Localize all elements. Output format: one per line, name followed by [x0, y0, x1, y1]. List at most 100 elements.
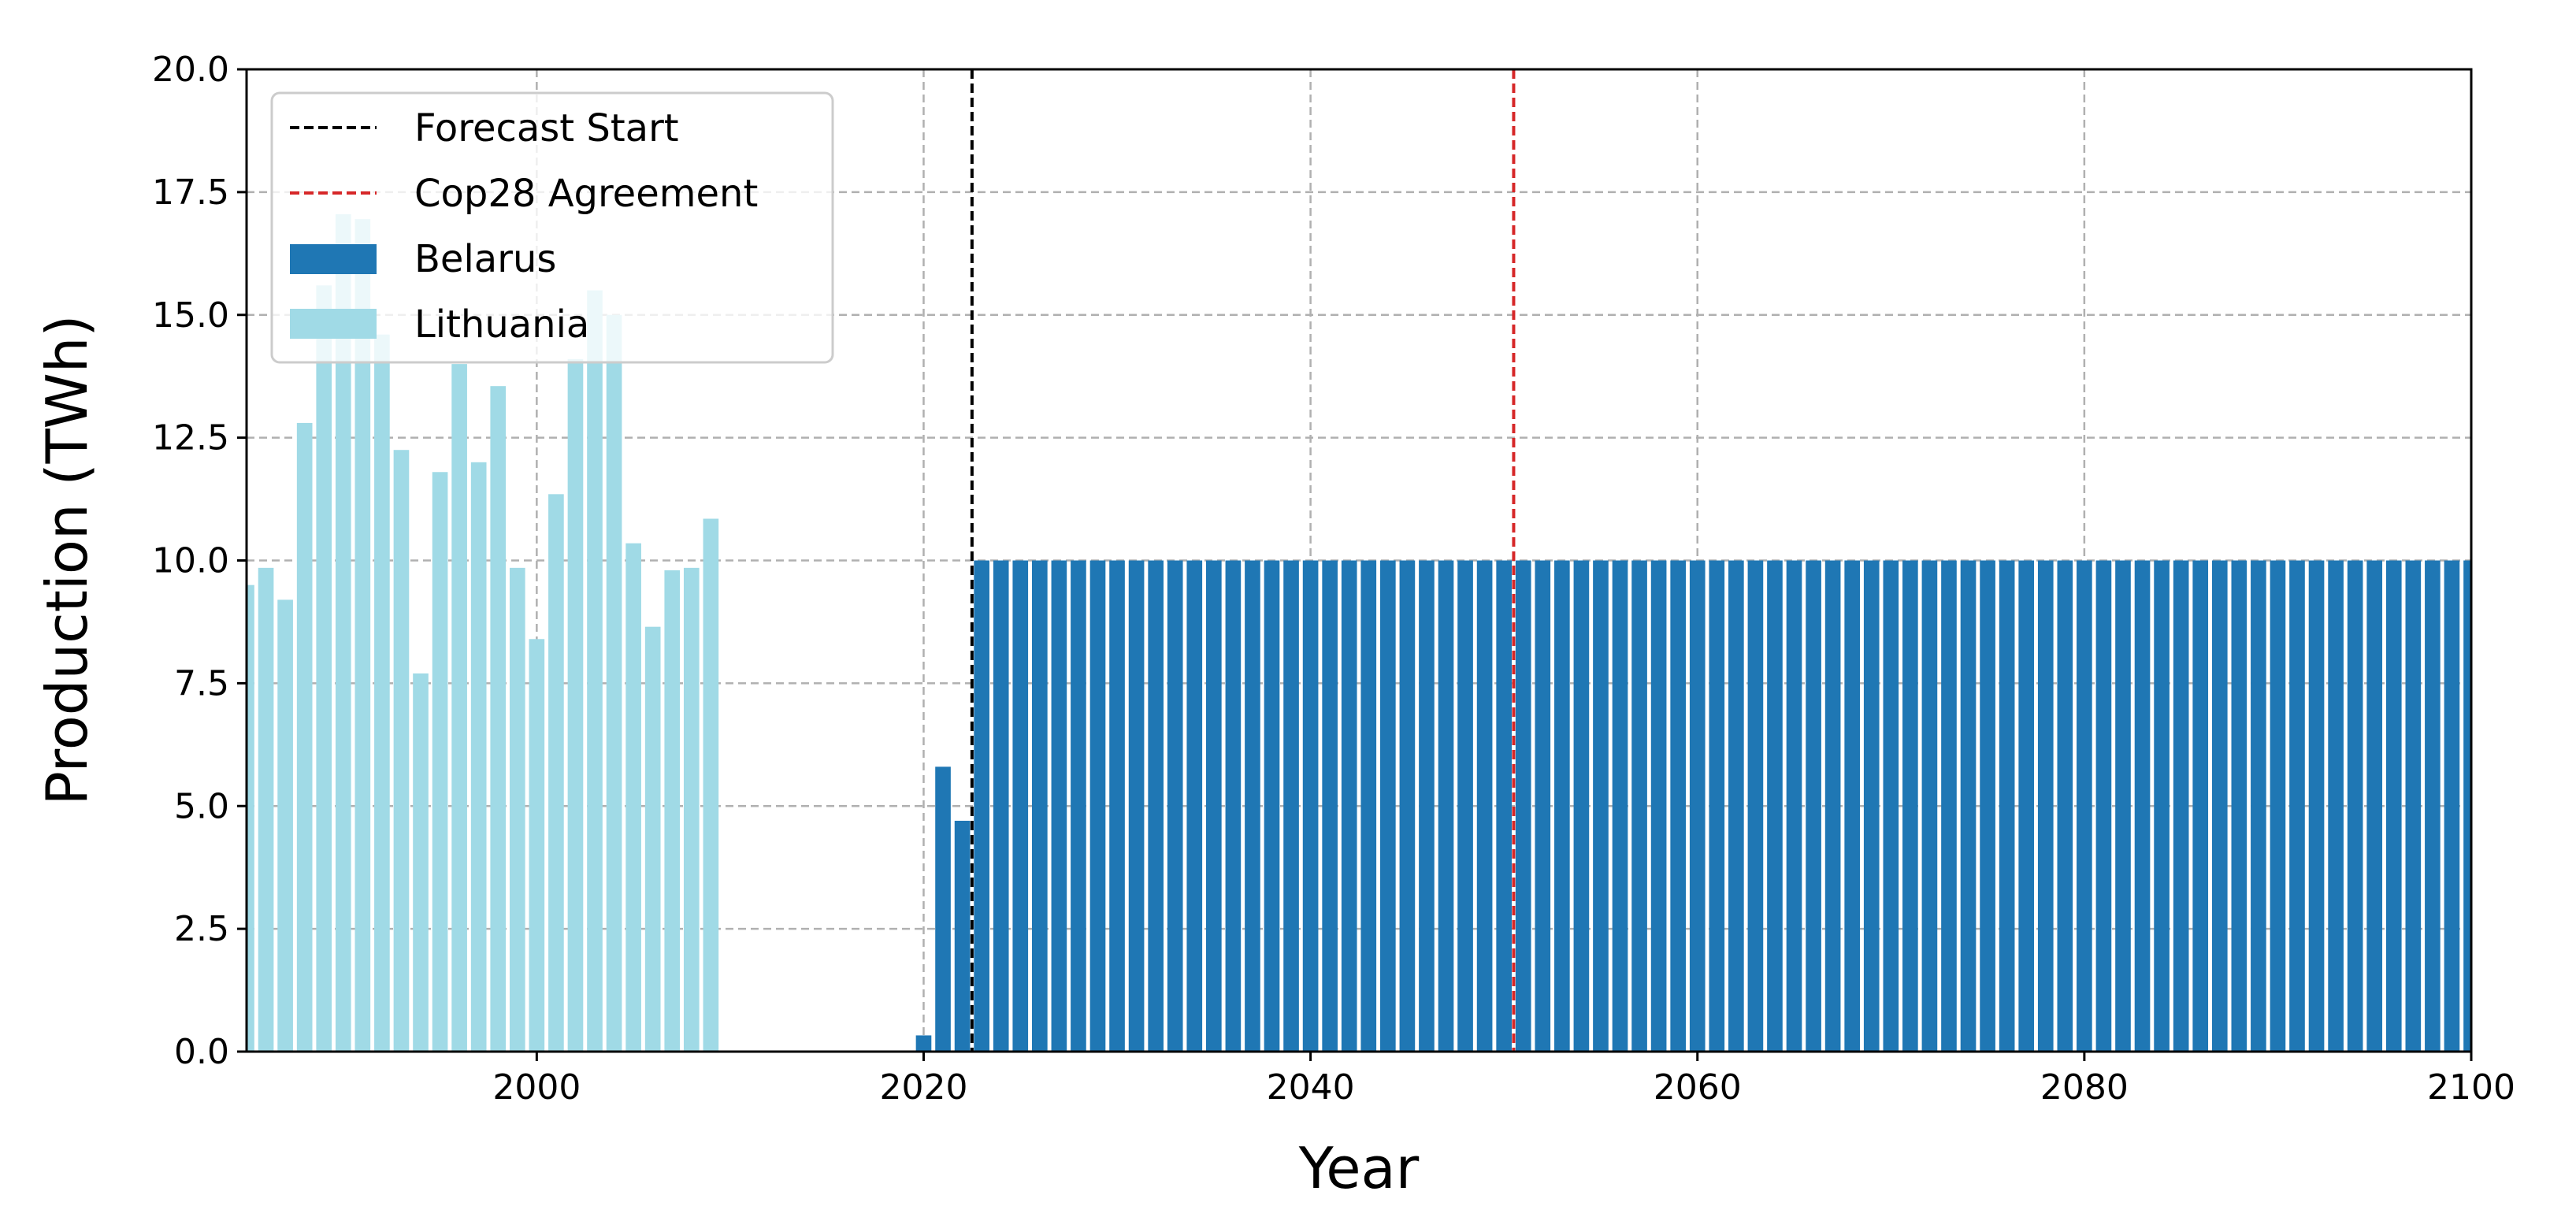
legend-label-forecast-start: Forecast Start: [414, 106, 679, 150]
bar-belarus-2080: [2077, 560, 2092, 1052]
bar-lithuania-2002: [567, 358, 584, 1052]
bar-belarus-2090: [2270, 560, 2286, 1052]
bar-belarus-2077: [2018, 560, 2035, 1052]
bar-belarus-2072: [1921, 560, 1938, 1052]
bar-lithuania-2000: [529, 639, 545, 1052]
bar-lithuania-2003: [587, 290, 603, 1052]
bar-lithuania-1991: [354, 219, 371, 1052]
legend: Forecast Start Cop28 Agreement Belarus L…: [270, 91, 834, 364]
bar-belarus-2069: [1863, 560, 1880, 1052]
bar-belarus-2026: [1031, 560, 1048, 1052]
bar-belarus-2099: [2444, 560, 2460, 1052]
bar-belarus-2073: [1941, 560, 1957, 1052]
bar-belarus-2065: [1786, 560, 1802, 1052]
bar-belarus-2093: [2328, 560, 2344, 1052]
bar-lithuania-1994: [413, 673, 429, 1052]
legend-swatch-lithuania: [290, 309, 377, 339]
y-tick-label-8: 20.0: [152, 50, 229, 90]
bar-belarus-2087: [2211, 560, 2228, 1052]
bar-belarus-2038: [1264, 560, 1280, 1052]
bar-belarus-2097: [2405, 560, 2422, 1052]
bar-belarus-2079: [2057, 560, 2073, 1052]
bar-lithuania-2008: [683, 567, 700, 1052]
bar-belarus-2061: [1709, 560, 1725, 1052]
series-lithuania-bars: [247, 213, 719, 1052]
bar-lithuania-2009: [703, 518, 719, 1052]
legend-label-belarus: Belarus: [414, 237, 556, 281]
bar-lithuania-2004: [606, 314, 622, 1052]
y-tick-label-4: 10.0: [152, 541, 229, 581]
bar-belarus-2032: [1148, 560, 1164, 1052]
y-tick-label-2: 5.0: [174, 786, 229, 826]
bar-lithuania-2001: [548, 494, 564, 1052]
bar-belarus-2041: [1322, 560, 1338, 1052]
bar-lithuania-1989: [316, 285, 332, 1052]
y-tick-label-6: 15.0: [152, 295, 229, 336]
legend-label-lithuania: Lithuania: [414, 302, 589, 347]
bar-belarus-2035: [1206, 560, 1222, 1052]
bar-belarus-2045: [1399, 560, 1416, 1052]
x-tick-label-2060: 2060: [1654, 1067, 1742, 1108]
bar-belarus-2059: [1670, 560, 1687, 1052]
bar-belarus-2091: [2289, 560, 2305, 1052]
bar-belarus-2084: [2154, 560, 2170, 1052]
bar-belarus-2052: [1535, 560, 1551, 1052]
bar-belarus-2023: [974, 560, 989, 1052]
bar-belarus-2063: [1747, 560, 1764, 1052]
bar-belarus-2096: [2385, 560, 2402, 1052]
bar-belarus-2056: [1612, 560, 1628, 1052]
bar-belarus-2068: [1844, 560, 1861, 1052]
x-axis-label: Year: [1298, 1135, 1420, 1201]
bar-lithuania-1986: [258, 567, 274, 1052]
bar-belarus-2070: [1883, 560, 1899, 1052]
y-tick-label-7: 17.5: [152, 173, 229, 213]
bar-lithuania-2007: [664, 570, 681, 1052]
bar-belarus-2054: [1573, 560, 1590, 1052]
bar-belarus-2036: [1225, 560, 1242, 1052]
bar-belarus-2030: [1109, 560, 1125, 1052]
bar-belarus-2071: [1902, 560, 1918, 1052]
x-axis-ticks: 2000 2020 2040 2060 2080 2100: [492, 1052, 2515, 1108]
bar-lithuania-1987: [277, 599, 293, 1052]
bar-belarus-2051: [1515, 560, 1531, 1052]
bar-belarus-2047: [1438, 560, 1454, 1052]
legend-box: [270, 91, 834, 364]
bar-belarus-2076: [1999, 560, 2015, 1052]
bar-belarus-2086: [2192, 560, 2209, 1052]
bar-belarus-2021: [935, 766, 951, 1052]
bar-belarus-2062: [1728, 560, 1744, 1052]
x-tick-label-2000: 2000: [492, 1067, 581, 1108]
bar-lithuania-1996: [451, 364, 467, 1052]
bar-belarus-2085: [2173, 560, 2189, 1052]
y-axis-ticks: 0.0 2.5 5.0 7.5 10.0 12.5 15.0 17.5 20.0: [152, 50, 247, 1072]
bar-belarus-2057: [1631, 560, 1647, 1052]
bar-lithuania-1985: [247, 584, 254, 1052]
bar-belarus-2042: [1341, 560, 1357, 1052]
y-tick-label-3: 7.5: [174, 663, 229, 703]
bar-belarus-2037: [1245, 560, 1260, 1052]
bar-lithuania-1997: [470, 462, 487, 1052]
bar-belarus-2029: [1089, 560, 1106, 1052]
bar-lithuania-1995: [432, 472, 448, 1052]
bar-belarus-2098: [2425, 560, 2441, 1052]
bar-lithuania-1990: [335, 213, 351, 1052]
bar-belarus-2058: [1650, 560, 1667, 1052]
bar-belarus-2094: [2347, 560, 2363, 1052]
bar-belarus-2049: [1476, 560, 1493, 1052]
bar-belarus-2048: [1457, 560, 1473, 1052]
bar-belarus-2082: [2115, 560, 2131, 1052]
bar-belarus-2020: [915, 1035, 932, 1052]
x-tick-label-2080: 2080: [2040, 1067, 2129, 1108]
bar-belarus-2074: [1960, 560, 1977, 1052]
bar-belarus-2022: [954, 820, 971, 1052]
bar-belarus-2066: [1806, 560, 1821, 1052]
y-axis-label: Production (TWh): [34, 315, 100, 806]
bar-belarus-2040: [1302, 560, 1319, 1052]
bar-lithuania-1992: [374, 334, 390, 1052]
x-tick-label-2040: 2040: [1267, 1067, 1355, 1108]
bar-belarus-2024: [993, 560, 1009, 1052]
series-belarus-bars: [915, 560, 2471, 1052]
bar-belarus-2053: [1554, 560, 1570, 1052]
bar-belarus-2081: [2095, 560, 2112, 1052]
